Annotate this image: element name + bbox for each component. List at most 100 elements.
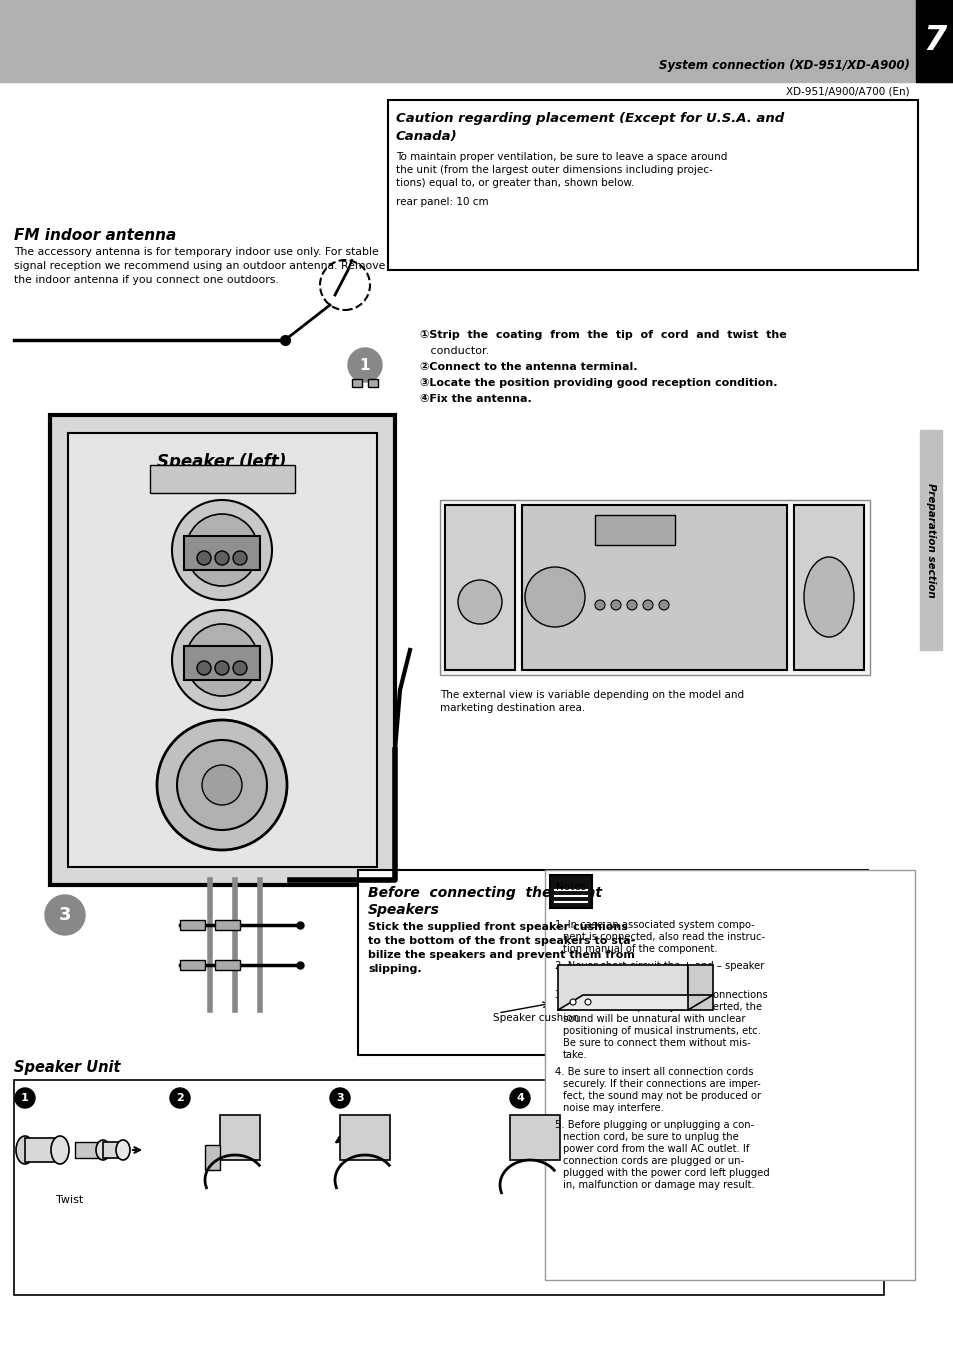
Circle shape: [510, 1088, 530, 1108]
Text: The external view is variable depending on the model and: The external view is variable depending …: [439, 690, 743, 700]
Text: 3: 3: [59, 907, 71, 924]
Text: 7: 7: [923, 24, 945, 58]
Bar: [368, 380, 377, 386]
Circle shape: [170, 1088, 190, 1108]
Circle shape: [157, 720, 287, 850]
Text: tion manual of the component.: tion manual of the component.: [562, 944, 717, 954]
Text: conductor.: conductor.: [419, 346, 489, 357]
Text: Twist: Twist: [56, 1196, 84, 1205]
Circle shape: [524, 567, 584, 627]
Bar: [558, 965, 687, 1011]
Bar: [687, 965, 712, 1011]
Text: System connection (XD-951/XD-A900): System connection (XD-951/XD-A900): [659, 58, 909, 72]
Circle shape: [177, 740, 267, 830]
Text: slipping.: slipping.: [368, 965, 421, 974]
Text: nection cord, be sure to unplug the: nection cord, be sure to unplug the: [562, 1132, 738, 1142]
Circle shape: [15, 1088, 35, 1108]
Text: Speakers: Speakers: [368, 902, 439, 917]
Circle shape: [233, 551, 247, 565]
Text: power cord from the wall AC outlet. If: power cord from the wall AC outlet. If: [562, 1144, 749, 1154]
Circle shape: [595, 600, 604, 611]
Bar: [184, 536, 260, 570]
Bar: [595, 515, 675, 544]
Circle shape: [569, 998, 576, 1005]
Text: ①Strip  the  coating  from  the  tip  of  cord  and  twist  the: ①Strip the coating from the tip of cord …: [419, 330, 786, 340]
Ellipse shape: [16, 1136, 34, 1165]
Bar: [915, 0, 953, 82]
Circle shape: [330, 1088, 350, 1108]
Text: Preparation section: Preparation section: [925, 482, 935, 597]
Text: 2: 2: [176, 1093, 184, 1102]
Bar: [444, 505, 515, 670]
Text: 3: 3: [335, 1093, 343, 1102]
Bar: [14, 1079, 883, 1296]
Text: the indoor antenna if you connect one outdoors.: the indoor antenna if you connect one ou…: [14, 276, 278, 285]
Text: tions) equal to, or greater than, shown below.: tions) equal to, or greater than, shown …: [395, 178, 634, 188]
Text: 3. If the left and right speaker connections: 3. If the left and right speaker connect…: [555, 990, 767, 1000]
Bar: [220, 1115, 260, 1161]
Bar: [0, 0, 953, 82]
Circle shape: [584, 998, 590, 1005]
Circle shape: [659, 600, 668, 611]
Ellipse shape: [116, 1140, 130, 1161]
Text: sound will be unnatural with unclear: sound will be unnatural with unclear: [562, 1015, 744, 1024]
Text: Notes: Notes: [556, 882, 585, 892]
Text: take.: take.: [562, 1050, 587, 1061]
Text: Before  connecting  the  Front: Before connecting the Front: [368, 886, 601, 900]
Text: plugged with the power cord left plugged: plugged with the power cord left plugged: [562, 1169, 769, 1178]
Text: securely. If their connections are imper-: securely. If their connections are imper…: [562, 1079, 760, 1089]
Bar: [180, 920, 205, 929]
Bar: [75, 1142, 103, 1158]
Text: Speaker cushion: Speaker cushion: [493, 1013, 578, 1023]
Bar: [25, 1138, 60, 1162]
Text: Be sure to connect them without mis-: Be sure to connect them without mis-: [562, 1038, 750, 1048]
Text: 1. In case an associated system compo-: 1. In case an associated system compo-: [555, 920, 754, 929]
Circle shape: [642, 600, 652, 611]
Text: Caution regarding placement (Except for U.S.A. and: Caution regarding placement (Except for …: [395, 112, 783, 126]
Ellipse shape: [51, 1136, 69, 1165]
Text: nent is connected, also read the instruc-: nent is connected, also read the instruc…: [562, 932, 764, 942]
Text: positioning of musical instruments, etc.: positioning of musical instruments, etc.: [562, 1025, 760, 1036]
Text: marketing destination area.: marketing destination area.: [439, 703, 584, 713]
Text: 4. Be sure to insert all connection cords: 4. Be sure to insert all connection cord…: [555, 1067, 753, 1077]
Text: ④Fix the antenna.: ④Fix the antenna.: [419, 394, 531, 404]
Text: Stick the supplied front speaker cushions: Stick the supplied front speaker cushion…: [368, 921, 627, 932]
Circle shape: [202, 765, 242, 805]
Text: the unit (from the largest outer dimensions including projec-: the unit (from the largest outer dimensi…: [395, 165, 712, 176]
Text: Canada): Canada): [395, 130, 457, 143]
Circle shape: [186, 624, 257, 696]
Circle shape: [172, 611, 272, 711]
Text: 2. Never short-circuit the + and – speaker: 2. Never short-circuit the + and – speak…: [555, 961, 763, 971]
Circle shape: [45, 894, 85, 935]
Circle shape: [214, 551, 229, 565]
Text: connection cords are plugged or un-: connection cords are plugged or un-: [562, 1156, 743, 1166]
Text: 1: 1: [359, 358, 370, 373]
Bar: [50, 415, 395, 885]
Text: or the + and – polarity are inverted, the: or the + and – polarity are inverted, th…: [562, 1002, 761, 1012]
Bar: [214, 961, 240, 970]
Bar: [357, 870, 867, 1055]
Circle shape: [172, 500, 272, 600]
Bar: [544, 870, 914, 1279]
Text: To maintain proper ventilation, be sure to leave a space around: To maintain proper ventilation, be sure …: [395, 153, 726, 162]
Bar: [919, 430, 941, 650]
Text: The accessory antenna is for temporary indoor use only. For stable: The accessory antenna is for temporary i…: [14, 247, 378, 257]
Text: to the bottom of the front speakers to sta-: to the bottom of the front speakers to s…: [368, 936, 635, 946]
Text: rear panel: 10 cm: rear panel: 10 cm: [395, 197, 488, 207]
Text: XD-951/A900/A700 (En): XD-951/A900/A700 (En): [785, 86, 909, 97]
Bar: [68, 434, 376, 867]
Bar: [150, 465, 294, 493]
Polygon shape: [558, 994, 712, 1011]
Bar: [388, 100, 917, 270]
Text: FM indoor antenna: FM indoor antenna: [14, 228, 176, 243]
Text: bilize the speakers and prevent them from: bilize the speakers and prevent them fro…: [368, 950, 634, 961]
Circle shape: [186, 513, 257, 586]
Text: cords.: cords.: [562, 973, 593, 984]
Bar: [510, 1115, 559, 1161]
Bar: [352, 380, 361, 386]
Text: signal reception we recommend using an outdoor antenna. Remove: signal reception we recommend using an o…: [14, 261, 385, 272]
Text: ③Locate the position providing good reception condition.: ③Locate the position providing good rece…: [419, 378, 777, 388]
Text: Speaker Unit: Speaker Unit: [14, 1061, 120, 1075]
Bar: [205, 1146, 220, 1170]
Bar: [184, 646, 260, 680]
